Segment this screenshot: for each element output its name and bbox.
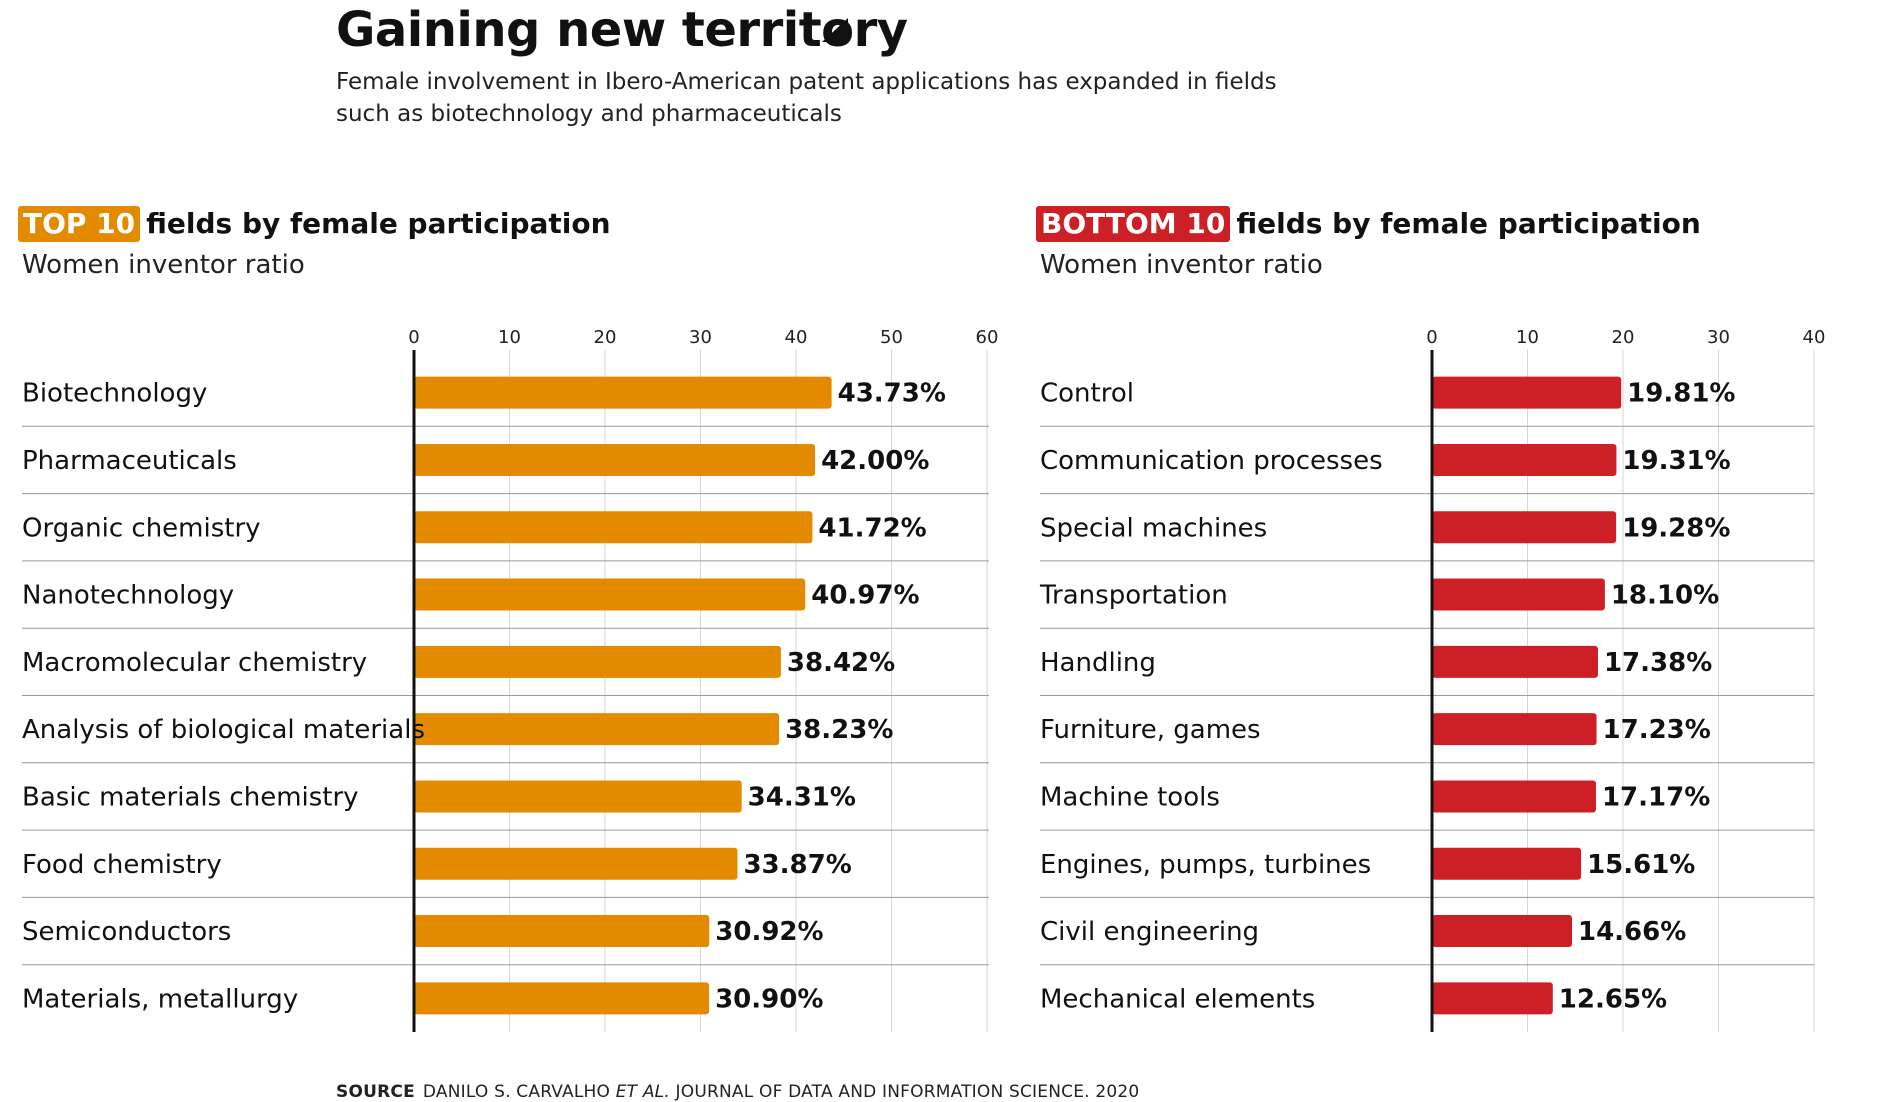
bottom-category-label: Communication processes <box>1040 446 1383 476</box>
source-label: SOURCE <box>336 1082 415 1102</box>
left-panel-heading: TOP 10 fields by female participation <box>18 206 611 242</box>
top-bar <box>414 982 710 1015</box>
top-category-label: Analysis of biological materials <box>22 715 425 745</box>
bottom-category-label: Machine tools <box>1040 782 1220 812</box>
top-value-label: 40.97% <box>811 581 919 611</box>
top-tick-label: 50 <box>880 327 903 348</box>
source-note: SOURCE DANILO S. CARVALHO ET AL. JOURNAL … <box>336 1082 1139 1102</box>
bottom-category-label: Special machines <box>1040 513 1267 543</box>
top-bar <box>414 511 813 544</box>
top-value-label: 38.42% <box>787 648 895 678</box>
bottom-category-label: Furniture, games <box>1040 715 1261 745</box>
bottom-value-label: 18.10% <box>1611 581 1719 611</box>
top-value-label: 30.90% <box>715 984 823 1014</box>
top-category-label: Semiconductors <box>22 917 231 947</box>
top-category-label: Macromolecular chemistry <box>22 648 367 678</box>
top-tick-label: 10 <box>498 327 521 348</box>
bottom-bar <box>1432 780 1596 813</box>
bottom-value-label: 12.65% <box>1559 984 1667 1014</box>
bottom-tick-label: 20 <box>1612 327 1635 348</box>
bottom-category-label: Control <box>1040 379 1134 409</box>
bottom-value-label: 15.61% <box>1587 850 1695 880</box>
bottom-bar <box>1432 443 1617 476</box>
bottom-bar <box>1432 915 1573 948</box>
bottom-tick-label: 30 <box>1707 327 1730 348</box>
top-tick-label: 60 <box>976 327 999 348</box>
left-heading-text: fields by female participation <box>146 207 611 240</box>
top-bar <box>414 376 832 409</box>
bottom-tick-label: 0 <box>1426 327 1437 348</box>
top-tick-label: 0 <box>408 327 419 348</box>
top10-badge: TOP 10 <box>18 206 141 242</box>
bottom-value-label: 19.28% <box>1622 513 1730 543</box>
bottom-category-label: Handling <box>1040 648 1156 678</box>
bottom-value-label: 17.23% <box>1603 715 1711 745</box>
top-bar <box>414 443 816 476</box>
top-bar <box>414 915 710 948</box>
right-panel-heading: BOTTOM 10 fields by female participation <box>1036 206 1701 242</box>
bottom-category-label: Engines, pumps, turbines <box>1040 850 1371 880</box>
source-journal: JOURNAL OF DATA AND INFORMATION SCIENCE.… <box>675 1082 1140 1102</box>
bottom-category-label: Mechanical elements <box>1040 984 1315 1014</box>
top-value-label: 34.31% <box>748 782 856 812</box>
bottom-bar <box>1432 645 1598 678</box>
triangle-mark-icon <box>822 18 848 42</box>
chart-title: Gaining new territory <box>336 2 908 58</box>
bottom-bar <box>1432 982 1553 1015</box>
bottom-value-label: 14.66% <box>1578 917 1686 947</box>
chart-subtitle: Female involvement in Ibero-American pat… <box>336 69 1277 127</box>
top-bar <box>414 645 781 678</box>
right-panel-subheading: Women inventor ratio <box>1040 250 1323 280</box>
top-bar <box>414 578 806 611</box>
bottom10-badge: BOTTOM 10 <box>1036 206 1231 242</box>
bottom-bar <box>1432 713 1597 746</box>
source-author: DANILO S. CARVALHO <box>422 1082 611 1102</box>
top-category-label: Food chemistry <box>22 850 222 880</box>
top-value-label: 41.72% <box>818 513 926 543</box>
top-category-label: Organic chemistry <box>22 513 261 543</box>
source-etal: ET AL. <box>615 1082 670 1102</box>
top-bar <box>414 713 780 746</box>
bottom-value-label: 17.17% <box>1602 782 1710 812</box>
top-category-label: Basic materials chemistry <box>22 782 359 812</box>
top-value-label: 43.73% <box>838 379 946 409</box>
bottom-category-label: Civil engineering <box>1040 917 1259 947</box>
bottom-bar <box>1432 376 1622 409</box>
top-bar <box>414 847 738 880</box>
bottom-value-label: 19.31% <box>1622 446 1730 476</box>
left-panel-subheading: Women inventor ratio <box>22 250 305 280</box>
bottom-tick-label: 10 <box>1516 327 1539 348</box>
top-category-label: Pharmaceuticals <box>22 446 237 476</box>
bottom-value-label: 17.38% <box>1604 648 1712 678</box>
top-value-label: 42.00% <box>821 446 929 476</box>
bottom-value-label: 19.81% <box>1627 379 1735 409</box>
right-heading-text: fields by female participation <box>1236 207 1701 240</box>
bottom-tick-label: 40 <box>1803 327 1826 348</box>
top-bar <box>414 780 742 813</box>
bottom-bar <box>1432 578 1605 611</box>
top-category-label: Biotechnology <box>22 379 207 409</box>
top-tick-label: 40 <box>785 327 808 348</box>
bottom-bar <box>1432 847 1582 880</box>
top-category-label: Materials, metallurgy <box>22 984 298 1014</box>
top-value-label: 30.92% <box>715 917 823 947</box>
top-value-label: 38.23% <box>785 715 893 745</box>
top-tick-label: 20 <box>594 327 617 348</box>
top-tick-label: 30 <box>689 327 712 348</box>
bottom-category-label: Transportation <box>1039 581 1228 611</box>
top-category-label: Nanotechnology <box>22 581 234 611</box>
bottom-bar <box>1432 511 1617 544</box>
top-value-label: 33.87% <box>743 850 851 880</box>
